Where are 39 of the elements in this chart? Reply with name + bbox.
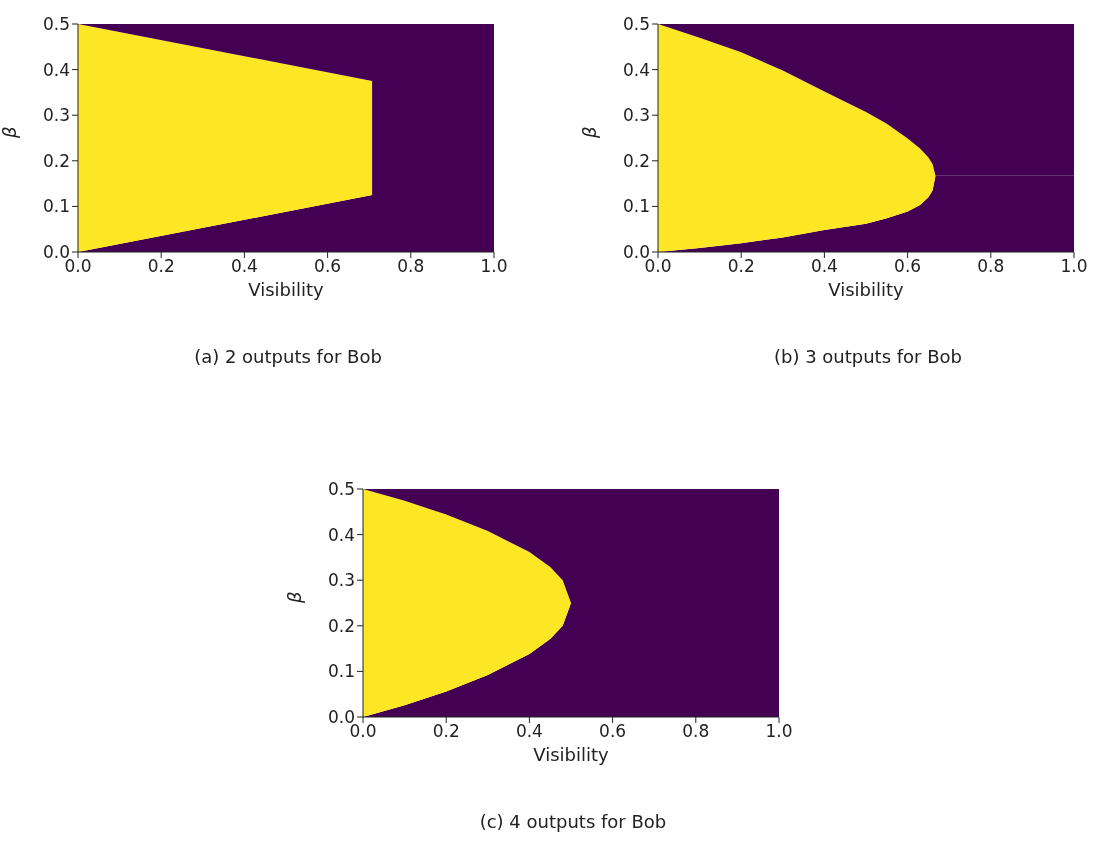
y-axis-title: β [579,126,601,139]
y-tick-label: 0.4 [42,59,70,80]
x-tick-label: 0.2 [147,256,175,277]
y-tick-label: 0.3 [327,570,355,591]
y-tick-label: 0.2 [42,150,70,171]
text: (c) 4 outputs for Bob [478,811,668,832]
y-axis-title: β [0,126,21,139]
x-tick-label: 0.2 [727,256,755,277]
x-tick-label: 1.0 [480,256,508,277]
x-axis-title: Visibility [828,279,905,300]
y-tick-label: 0.2 [327,615,355,636]
y-tick-label: 0.1 [42,196,70,217]
y-tick-label: 0.3 [622,105,650,126]
text: (b) 3 outputs for Bob [772,346,964,367]
y-tick-label: 0.3 [42,105,70,126]
text: (a) 2 outputs for Bob [193,346,383,367]
y-tick-label: 0.1 [622,196,650,217]
x-tick-label: 0.6 [894,256,922,277]
x-tick-label: 0.6 [314,256,342,277]
x-tick-label: 0.8 [977,256,1005,277]
y-tick-label: 0.2 [622,150,650,171]
x-tick-label: 0.8 [682,721,710,742]
y-tick-label: 0.4 [327,524,355,545]
x-tick-label: 0.8 [397,256,425,277]
x-tick-label: 0.4 [230,256,258,277]
x-axis-title: Visibility [248,279,325,300]
y-tick-label: 0.5 [327,479,355,500]
x-axis-title: Visibility [533,744,610,765]
x-tick-label: 0.2 [432,721,460,742]
x-tick-label: 0.6 [599,721,627,742]
y-tick-label: 0.4 [622,59,650,80]
y-tick-label: 0.1 [327,661,355,682]
y-tick-label: 0.5 [42,14,70,35]
y-tick-label: 0.5 [622,14,650,35]
x-tick-label: 1.0 [1060,256,1088,277]
x-tick-label: 0.4 [810,256,838,277]
y-axis-title: β [284,591,306,604]
x-tick-label: 0.4 [515,721,543,742]
x-tick-label: 1.0 [765,721,793,742]
